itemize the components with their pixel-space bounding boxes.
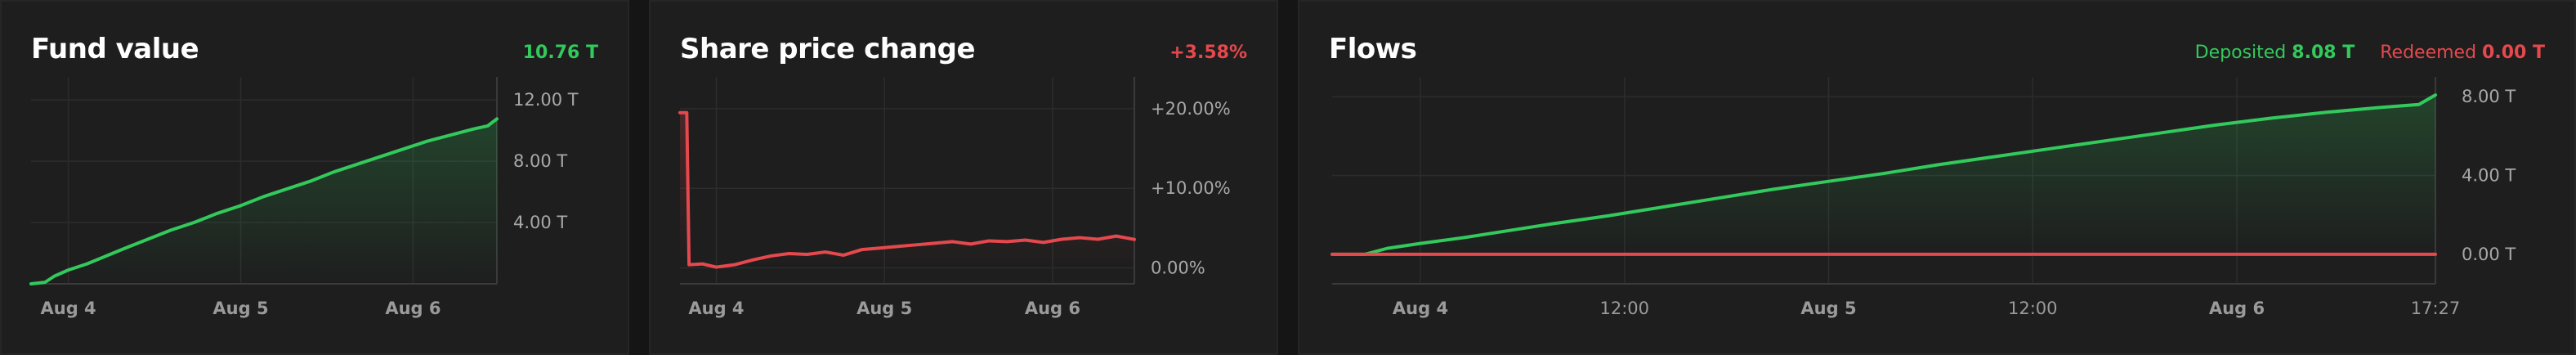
flows-legend: Deposited 8.08 T Redeemed 0.00 T [2176,43,2545,63]
x-tick-label: Aug 6 [1025,299,1080,318]
legend-redeemed[interactable]: Redeemed 0.00 T [2380,43,2545,63]
share-price-panel: Share price change +3.58% 0.00% +10.00% +2… [649,0,1278,355]
y-tick-label: +20.00% [1151,99,1231,119]
fund-value-chart[interactable]: 4.00 T 8.00 T 12.00 T Aug 4 Aug 5 Aug 6 [2,2,629,355]
x-tick-label: Aug 5 [1800,299,1856,318]
series-area-main [31,119,497,284]
share-price-headline: +3.58% [1169,43,1247,63]
legend-redeemed-value: 0.00 T [2482,43,2545,63]
y-tick-label: 4.00 T [2462,165,2516,185]
legend-redeemed-label: Redeemed [2380,43,2477,63]
y-tick-label: 8.00 T [2462,87,2516,106]
x-tick-label: 12:00 [1599,299,1649,318]
legend-deposited-value: 8.08 T [2292,43,2355,63]
legend-deposited[interactable]: Deposited 8.08 T [2195,43,2361,63]
y-tick-label: 8.00 T [513,151,567,171]
x-tick-label: Aug 4 [1393,299,1448,318]
series-line-main [29,117,499,285]
x-tick-label: Aug 4 [41,299,96,318]
x-tick-label: Aug 6 [2209,299,2265,318]
x-tick-label: Aug 6 [385,299,441,318]
y-tick-label: 4.00 T [513,213,567,232]
y-tick-label: 0.00 T [2462,245,2516,264]
fund-value-panel: Fund value 10.76 T 4.00 T 8.00 T 12.00 T Au… [0,0,629,355]
share-price-chart[interactable]: 0.00% +10.00% +20.00% Aug 4 Aug 5 Aug 6 [651,2,1278,355]
x-tick-label: Aug 5 [212,299,268,318]
flows-panel: Flows Deposited 8.08 T Redeemed 0.00 T 0… [1298,0,2576,355]
flows-chart[interactable]: 0.00 T 4.00 T 8.00 T Aug 4 12:00 Aug 5 12:00 Au… [1299,2,2576,355]
y-tick-label: +10.00% [1151,178,1231,198]
panel-title: Fund value [31,33,199,65]
fund-value-headline: 10.76 T [522,43,598,63]
panel-title: Flows [1329,33,1417,65]
panel-title: Share price change [680,33,976,65]
series-area-main [680,112,1134,268]
series-line-main [678,110,1136,269]
y-tick-label: 0.00% [1151,258,1205,278]
y-tick-label: 12.00 T [513,90,579,110]
x-tick-label: 12:00 [2008,299,2058,318]
series-line-deposited [1330,93,2437,256]
x-tick-label: 17:27 [2411,299,2461,318]
x-tick-label: Aug 4 [688,299,744,318]
x-tick-label: Aug 5 [856,299,912,318]
legend-deposited-label: Deposited [2194,43,2287,63]
